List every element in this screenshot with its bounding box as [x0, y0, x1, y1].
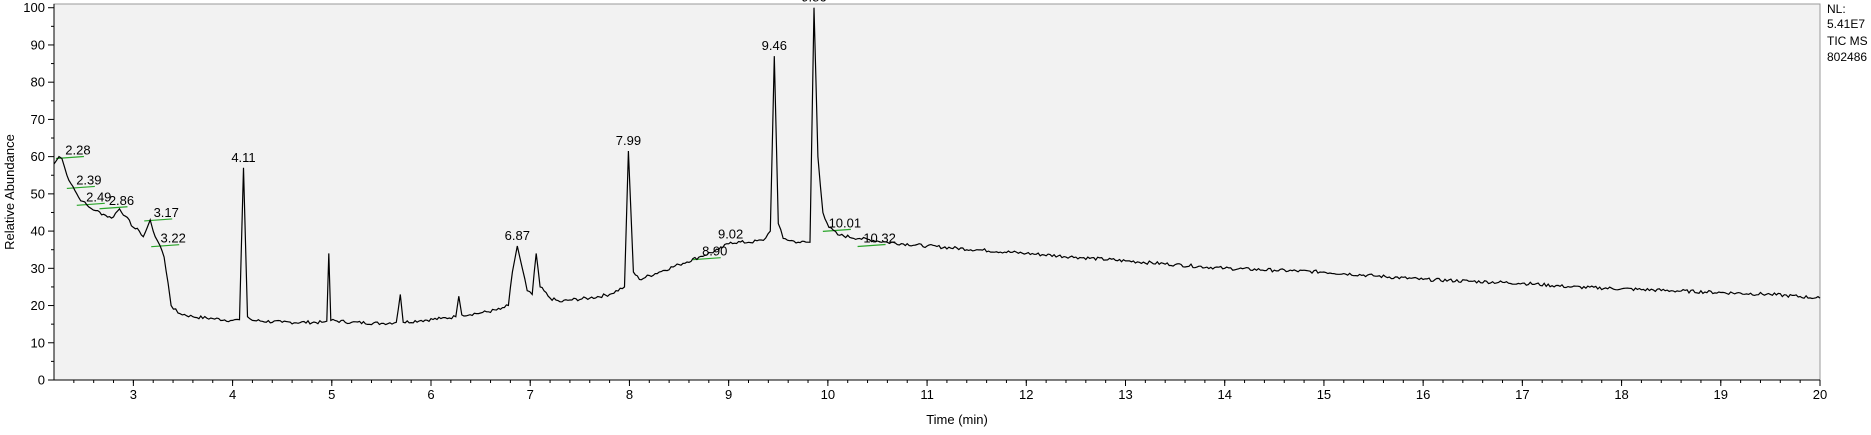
- nl-value: 5.41E7: [1827, 17, 1866, 31]
- axis-ticks: 3 4 5 6 7 8 9 10 11 12 13 14 15 16 17 18 19 20 0 10 20 30 40 50…: [23, 0, 1827, 402]
- peak-label: 3.17: [154, 205, 179, 220]
- y-tick-label: 20: [31, 298, 45, 313]
- peak-baseline-mark: [857, 243, 886, 248]
- peak-label: 10.32: [863, 231, 896, 246]
- y-tick-label: 10: [31, 335, 45, 350]
- y-tick-label: 70: [31, 112, 45, 127]
- x-tick-label: 7: [527, 387, 534, 402]
- x-tick-label: 15: [1317, 387, 1331, 402]
- peak-baselines: [55, 155, 886, 261]
- peak-baseline-mark: [66, 185, 95, 190]
- x-tick-label: 17: [1515, 387, 1529, 402]
- peak-baseline-mark: [144, 218, 173, 222]
- y-tick-label: 80: [31, 75, 45, 90]
- peak-labels: 2.28 2.39 2.492.86 3.17 3.22 4.11 6.87 7.99 8.90…: [65, 0, 896, 259]
- peak-baseline-mark: [99, 206, 128, 210]
- x-tick-label: 12: [1019, 387, 1033, 402]
- y-tick-label: 90: [31, 37, 45, 52]
- x-tick-label: 18: [1614, 387, 1628, 402]
- peak-label: 7.99: [616, 133, 641, 148]
- peak-label: 9.02: [718, 226, 743, 241]
- x-tick-label: 9: [725, 387, 732, 402]
- plot-area: [53, 3, 1821, 381]
- x-tick-label: 8: [626, 387, 633, 402]
- y-axis-title: Relative Abundance: [2, 134, 17, 250]
- peak-label: 9.86: [801, 0, 826, 5]
- y-tick-label: 60: [31, 149, 45, 164]
- x-tick-label: 11: [920, 387, 934, 402]
- y-tick-label: 100: [23, 0, 45, 15]
- x-tick-label: 3: [130, 387, 137, 402]
- x-axis-title: Time (min): [926, 412, 988, 427]
- peak-label: 6.87: [505, 228, 530, 243]
- peak-baseline-mark: [76, 202, 105, 206]
- peak-label: 8.90: [702, 244, 727, 259]
- peak-label: 2.49: [86, 189, 111, 204]
- peak-label: 4.11: [231, 150, 255, 165]
- peak-label: 2.39: [76, 172, 101, 187]
- peak-baseline-mark: [822, 228, 851, 232]
- x-tick-label: 10: [821, 387, 835, 402]
- tic-trace-line: [53, 7, 1821, 326]
- peak-label: 3.22: [161, 231, 186, 246]
- nl-label: NL:: [1827, 2, 1846, 16]
- x-tick-label: 16: [1416, 387, 1430, 402]
- peak-baseline-mark: [151, 244, 180, 248]
- peak-label: 2.28: [65, 142, 90, 157]
- x-tick-label: 4: [229, 387, 236, 402]
- x-tick-label: 6: [427, 387, 434, 402]
- trace-label: TIC MS: [1827, 34, 1868, 48]
- y-tick-label: 30: [31, 261, 45, 276]
- y-tick-label: 40: [31, 224, 45, 239]
- x-tick-label: 13: [1118, 387, 1132, 402]
- peak-label: 2.86: [109, 193, 134, 208]
- axes: [53, 4, 1820, 381]
- y-tick-label: 0: [38, 373, 45, 388]
- x-tick-label: 19: [1714, 387, 1728, 402]
- y-tick-label: 50: [31, 186, 45, 201]
- sample-id: 802486: [1827, 50, 1868, 64]
- x-tick-label: 14: [1217, 387, 1231, 402]
- peak-label: 10.01: [829, 215, 862, 230]
- x-tick-label: 5: [328, 387, 335, 402]
- peak-label: 9.46: [762, 38, 787, 53]
- x-tick-label: 20: [1813, 387, 1827, 402]
